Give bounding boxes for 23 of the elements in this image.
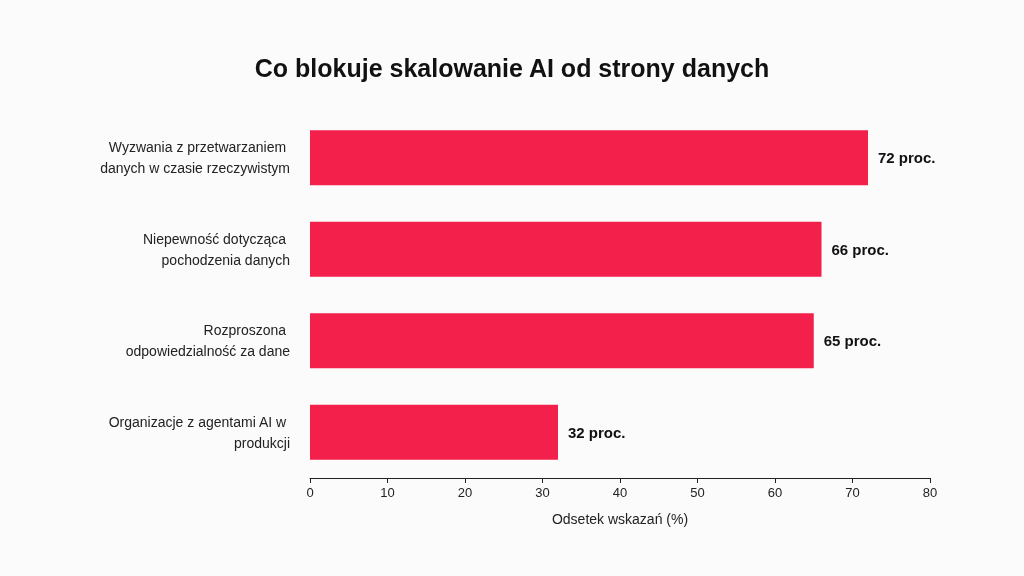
chart-title: Co blokuje skalowanie AI od strony danych	[254, 53, 770, 82]
x-tick-label: 30	[535, 485, 550, 500]
data-label: 32 proc.	[568, 423, 626, 441]
x-tick-label: 60	[767, 485, 783, 500]
bar	[310, 313, 814, 369]
y-tick-label: Organizacje z agentami AI w produkcji	[108, 413, 290, 451]
bar	[310, 404, 558, 460]
x-tick-label: 10	[380, 485, 395, 500]
x-axis-title: Odsetek wskazań (%)	[551, 511, 689, 527]
y-tick-label: Rozproszona odpowiedzialność za dane	[125, 322, 291, 360]
x-tick-label: 80	[922, 485, 938, 500]
x-tick-label: 70	[845, 485, 860, 500]
x-tick-label: 40	[612, 485, 628, 500]
x-tick-label: 0	[306, 485, 314, 500]
data-label: 65 proc.	[823, 332, 882, 350]
y-tick-label: Wyzwania z przetwarzaniem danych w czasie rzeczywistym	[100, 139, 290, 177]
x-tick-label: 20	[457, 485, 473, 500]
bar	[310, 130, 868, 186]
x-tick-label: 50	[690, 485, 705, 500]
data-label: 72 proc.	[878, 149, 936, 167]
y-tick-label: Niepewność dotycząca pochodzenia danych	[142, 230, 290, 268]
bar	[310, 221, 822, 277]
data-label: 66 proc.	[831, 240, 890, 258]
